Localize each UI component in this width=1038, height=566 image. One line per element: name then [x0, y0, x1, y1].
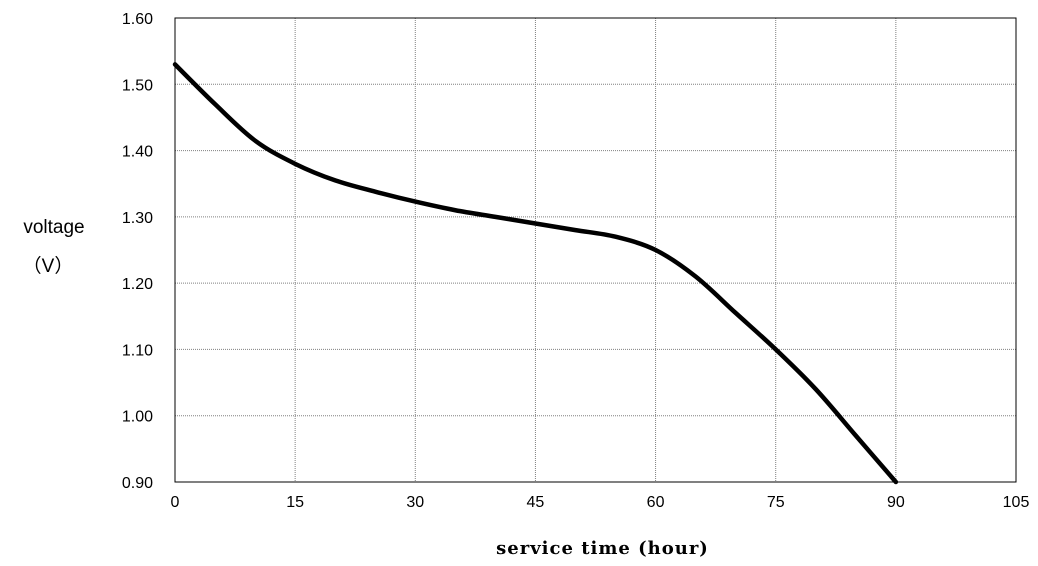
x-tick-label: 30 [406, 494, 424, 511]
x-tick-label: 105 [1003, 494, 1030, 511]
plot-frame [174, 17, 1017, 483]
x-tick-label: 60 [647, 494, 665, 511]
y-tick-label: 1.50 [122, 77, 153, 94]
y-tick-label: 1.60 [122, 11, 153, 28]
series-layer [172, 62, 899, 485]
y-tick-label: 1.20 [122, 276, 153, 293]
grid-layer [175, 18, 1016, 482]
y-axis-label: voltage [23, 217, 84, 238]
x-tick-label: 15 [286, 494, 304, 511]
x-tick-label: 90 [887, 494, 905, 511]
x-tick-label: 45 [527, 494, 545, 511]
y-tick-label: 1.00 [122, 409, 153, 426]
tick-labels: 0 15 30 45 60 75 90 105 0.90 1.00 1.10 1.20 1.30 1.40… [122, 11, 1030, 511]
y-tick-label: 1.30 [122, 210, 153, 227]
y-tick-label: 0.90 [122, 475, 153, 492]
x-axis-label: service time (hour) [496, 538, 709, 559]
voltage-series-line [172, 62, 899, 485]
y-tick-label: 1.40 [122, 144, 153, 161]
y-axis-unit: （V） [23, 255, 74, 277]
y-tick-label: 1.10 [122, 342, 153, 359]
x-tick-label: 75 [767, 494, 785, 511]
x-tick-label: 0 [171, 494, 180, 511]
